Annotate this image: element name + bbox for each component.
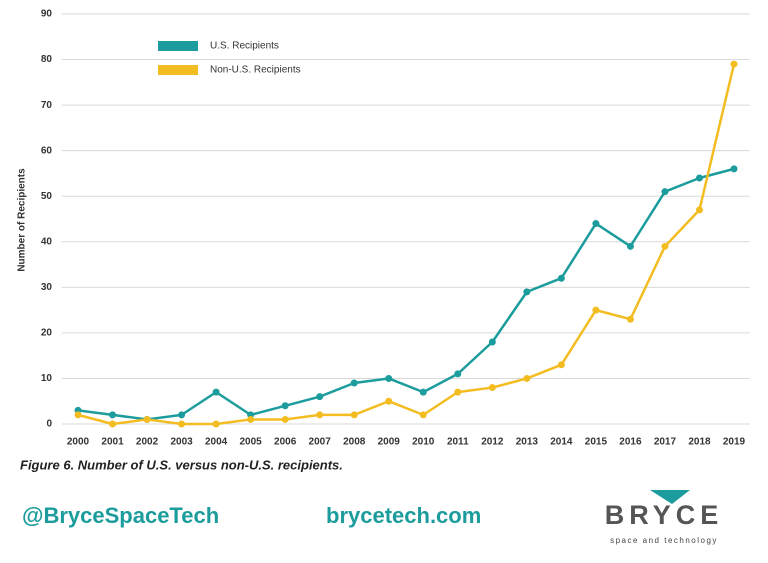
logo-tagline: space and technology xyxy=(610,536,718,545)
legend-swatch xyxy=(158,65,198,75)
data-point xyxy=(695,206,703,214)
data-point xyxy=(350,411,358,419)
x-tick-label: 2002 xyxy=(136,437,159,448)
data-point xyxy=(419,388,427,396)
data-point xyxy=(350,379,358,387)
data-point xyxy=(281,415,289,423)
data-point xyxy=(523,374,531,382)
y-tick-label: 10 xyxy=(41,373,53,384)
x-tick-label: 2011 xyxy=(447,437,469,448)
data-point xyxy=(178,420,186,428)
data-point xyxy=(454,370,462,378)
x-tick-label: 2009 xyxy=(378,437,401,448)
twitter-handle: @BryceSpaceTech xyxy=(22,503,219,528)
logo-mark xyxy=(650,490,690,504)
data-point xyxy=(626,242,634,250)
data-point xyxy=(661,242,669,250)
data-point xyxy=(212,420,220,428)
y-tick-label: 20 xyxy=(41,328,53,339)
x-tick-label: 2016 xyxy=(619,437,642,448)
x-tick-label: 2004 xyxy=(205,437,228,448)
x-tick-label: 2019 xyxy=(723,437,746,448)
data-point xyxy=(212,388,220,396)
y-tick-label: 90 xyxy=(41,9,53,20)
data-point xyxy=(385,397,393,405)
data-point xyxy=(557,361,565,369)
data-point xyxy=(74,411,82,419)
y-axis-label: Number of Recipients xyxy=(17,168,28,272)
data-point xyxy=(730,165,738,173)
series-line xyxy=(77,63,736,426)
data-point xyxy=(488,384,496,392)
data-point xyxy=(247,415,255,423)
y-tick-label: 30 xyxy=(41,282,53,293)
caption: Figure 6. Number of U.S. versus non-U.S.… xyxy=(20,457,343,472)
data-point xyxy=(523,288,531,296)
x-tick-label: 2013 xyxy=(516,437,539,448)
x-tick-label: 2012 xyxy=(481,437,504,448)
website: brycetech.com xyxy=(326,503,481,528)
legend-label: U.S. Recipients xyxy=(210,41,279,52)
data-point xyxy=(419,411,427,419)
data-point xyxy=(109,420,117,428)
data-point xyxy=(385,374,393,382)
x-tick-label: 2015 xyxy=(585,437,608,448)
data-point xyxy=(109,411,117,419)
y-tick-label: 40 xyxy=(41,236,53,247)
data-point xyxy=(592,220,600,228)
series-line xyxy=(77,167,735,421)
data-point xyxy=(178,411,186,419)
x-tick-label: 2003 xyxy=(170,437,193,448)
data-point xyxy=(454,388,462,396)
y-tick-label: 80 xyxy=(41,54,53,65)
y-tick-label: 50 xyxy=(41,191,53,202)
data-point xyxy=(143,415,151,423)
data-point xyxy=(730,60,738,68)
data-point xyxy=(626,315,634,323)
data-point xyxy=(281,402,289,410)
y-tick-label: 60 xyxy=(41,145,53,156)
legend-swatch xyxy=(158,41,198,51)
x-tick-label: 2001 xyxy=(101,437,124,448)
x-tick-label: 2017 xyxy=(654,437,677,448)
x-tick-label: 2006 xyxy=(274,437,297,448)
data-point xyxy=(695,174,703,182)
data-point xyxy=(661,188,669,196)
data-point xyxy=(557,274,565,282)
logo: BRYCE xyxy=(605,500,724,530)
x-tick-label: 2007 xyxy=(309,437,332,448)
data-point xyxy=(592,306,600,314)
data-point xyxy=(488,338,496,346)
y-tick-label: 0 xyxy=(46,419,52,430)
x-tick-label: 2018 xyxy=(688,437,711,448)
data-point xyxy=(316,393,324,401)
x-tick-label: 2010 xyxy=(412,437,435,448)
x-tick-label: 2000 xyxy=(67,437,90,448)
x-tick-label: 2005 xyxy=(240,437,263,448)
y-tick-label: 70 xyxy=(41,100,53,111)
x-tick-label: 2008 xyxy=(343,437,366,448)
legend-label: Non-U.S. Recipients xyxy=(210,65,301,76)
data-point xyxy=(316,411,324,419)
x-tick-label: 2014 xyxy=(550,437,573,448)
